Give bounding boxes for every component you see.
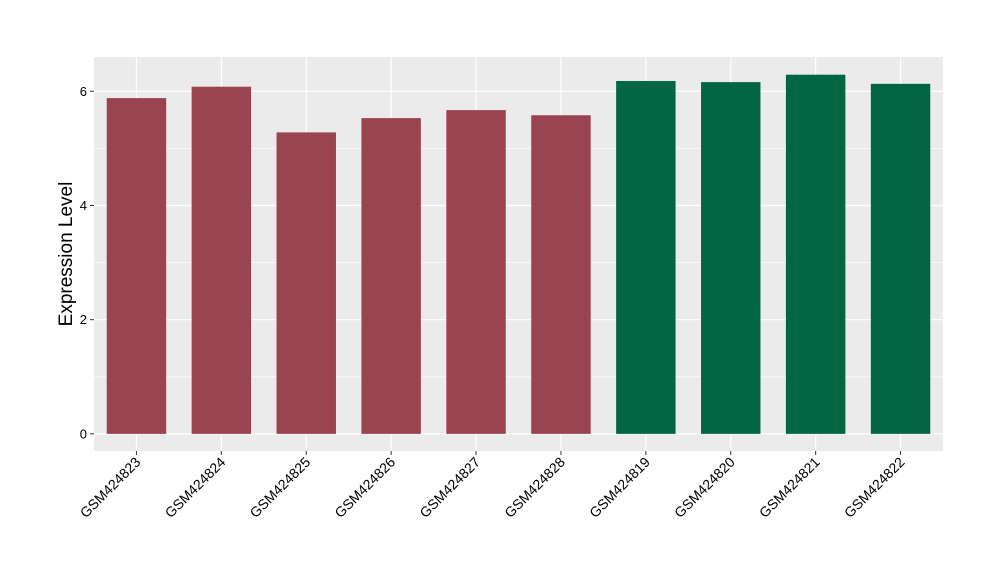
bar-gsm424824 (191, 86, 252, 434)
x-tick-label: GSM424824 (162, 454, 229, 521)
x-tick-label: GSM424823 (77, 454, 144, 521)
bar-gsm424819 (616, 80, 676, 434)
x-axis: GSM424823 GSM424824 GSM424825 GSM424826 GSM4… (77, 451, 908, 521)
bar-gsm424823 (106, 98, 167, 434)
y-tick-label: 4 (80, 198, 87, 213)
x-tick-label: GSM424825 (246, 454, 313, 521)
y-axis: 0 2 4 6 (80, 84, 94, 441)
y-tick-label: 6 (80, 84, 87, 99)
bar-gsm424822 (870, 83, 931, 434)
bar-gsm424821 (785, 74, 846, 434)
x-tick-label: GSM424819 (586, 454, 653, 521)
y-tick-label: 0 (80, 426, 87, 441)
x-tick-label: GSM424820 (671, 454, 738, 521)
bar-gsm424825 (276, 132, 336, 434)
y-tick-label: 2 (80, 312, 87, 327)
bars-group (106, 74, 931, 434)
x-tick-label: GSM424822 (841, 454, 908, 521)
bar-gsm424827 (446, 110, 506, 434)
bar-gsm424826 (361, 118, 421, 434)
x-tick-label: GSM424827 (416, 454, 483, 521)
x-tick-label: GSM424828 (501, 454, 568, 521)
x-tick-label: GSM424826 (331, 454, 398, 521)
bar-gsm424820 (701, 82, 761, 434)
bar-gsm424828 (531, 115, 591, 434)
y-axis-title: Expression Level (56, 182, 77, 327)
x-tick-label: GSM424821 (756, 454, 823, 521)
